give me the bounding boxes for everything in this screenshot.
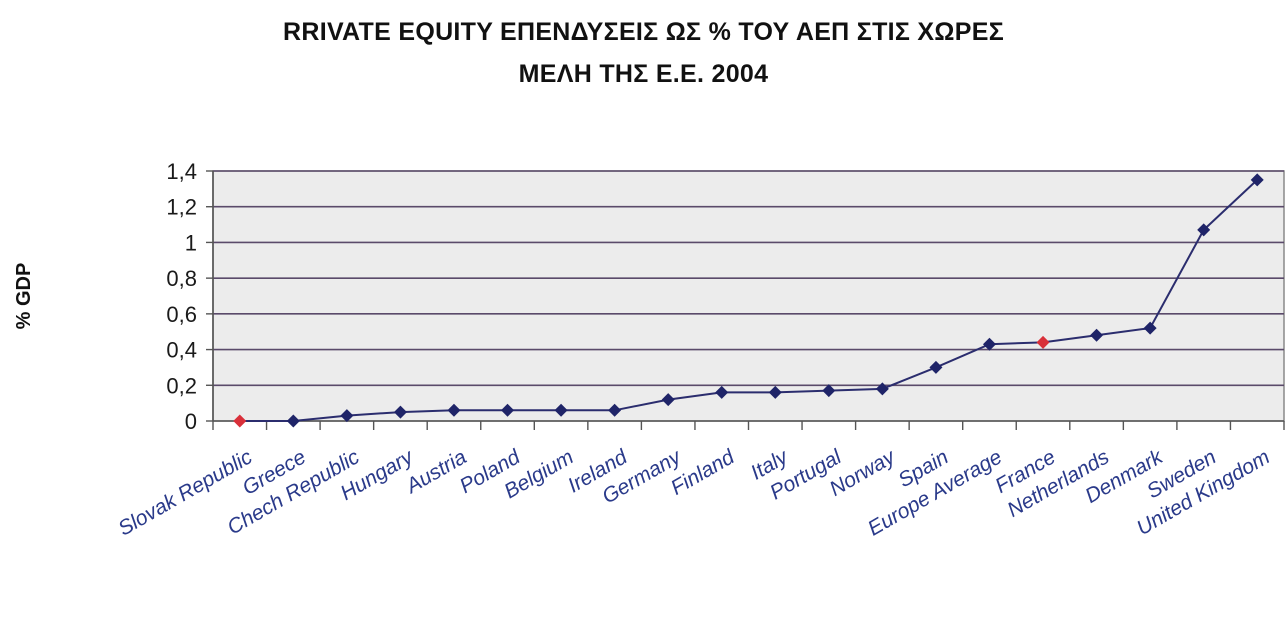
data-point (340, 409, 354, 423)
data-point (875, 382, 889, 396)
y-axis-label: % GDP (13, 263, 35, 330)
data-point (982, 337, 996, 351)
plot-area (212, 170, 1285, 422)
data-point (768, 385, 782, 399)
data-point (1143, 321, 1157, 335)
data-point (822, 384, 836, 398)
data-point (1250, 173, 1264, 187)
y-tick-label: 0,2 (166, 373, 197, 398)
y-tick-label: 1 (185, 230, 197, 255)
y-tick-label: 0,4 (166, 338, 197, 363)
data-point (1197, 223, 1211, 237)
chart-title-line-2: ΜΕΛΗ ΤΗΣ Ε.Ε. 2004 (518, 60, 769, 88)
y-tick-label: 1,4 (166, 159, 197, 184)
data-point (286, 414, 300, 428)
y-tick-label: 0,8 (166, 266, 197, 291)
data-point (661, 393, 675, 407)
y-tick-label: 1,2 (166, 195, 197, 220)
x-category-label: Finland (667, 445, 739, 500)
x-category-label: Austria (401, 445, 471, 499)
data-point (393, 405, 407, 419)
series-line (239, 179, 1258, 422)
chart-title-line-1: RRIVATE EQUITY ΕΠΕΝΔΥΣΕΙΣ ΩΣ % ΤΟΥ ΑΕΠ Σ… (282, 18, 1005, 46)
data-point (929, 360, 943, 374)
data-point (1036, 335, 1050, 349)
data-point (608, 403, 622, 417)
data-point (1090, 328, 1104, 342)
data-point (447, 403, 461, 417)
y-tick-label: 0,6 (166, 302, 197, 327)
data-point (554, 403, 568, 417)
data-point (501, 403, 515, 417)
y-tick-label: 0 (185, 409, 197, 434)
data-point (233, 414, 247, 428)
data-point (715, 385, 729, 399)
